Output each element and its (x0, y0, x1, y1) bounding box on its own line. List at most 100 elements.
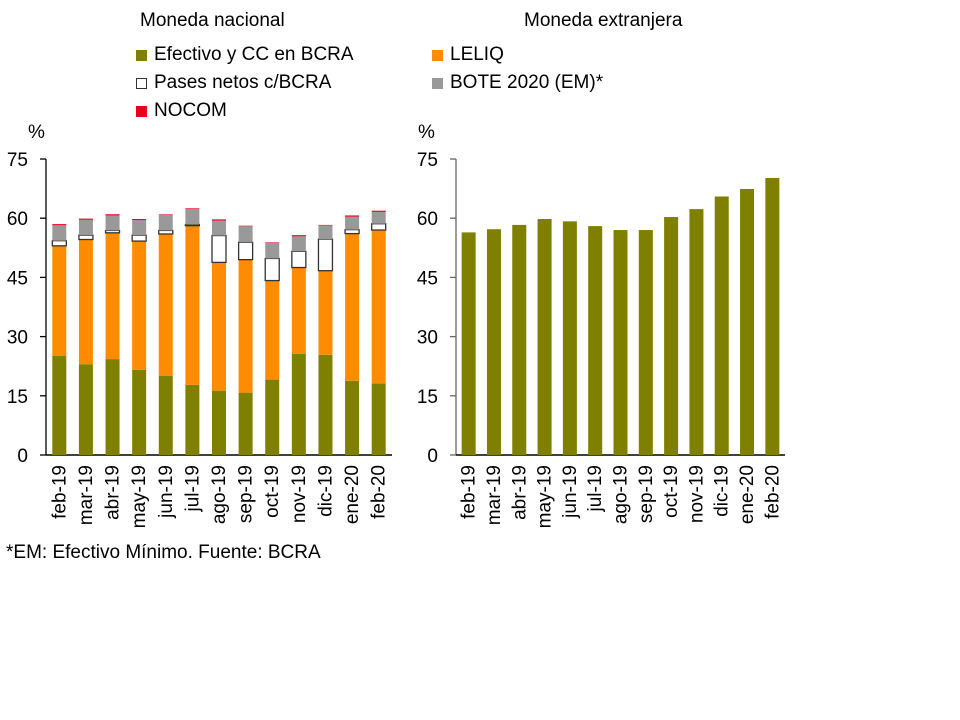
bar-nocom-mar-19 (78, 218, 93, 220)
bar-efectivo-ene-20 (345, 380, 360, 455)
legend-swatch-pases (136, 77, 147, 89)
bar-nocom-nov-19 (291, 235, 306, 237)
bar-bote-may-19 (132, 220, 147, 236)
x-tick-label: ago-19 (611, 465, 632, 524)
bar-nocom-feb-19 (52, 224, 67, 226)
bar-leliq-nov-19 (291, 267, 306, 354)
bar-leliq-feb-19 (52, 245, 67, 356)
bar-bote-jun-19 (158, 214, 173, 231)
bar-efectivo-abr-19 (105, 359, 120, 455)
bar-leliq-jul-19 (185, 225, 200, 385)
bar-leliq-oct-19 (265, 280, 280, 380)
y-tick-label: 45 (417, 268, 438, 289)
legend-item-pases: Pases netos c/BCRA (136, 72, 331, 94)
x-tick-label: oct-19 (661, 465, 682, 518)
x-tick-label: feb-20 (369, 465, 390, 519)
bar-efectivo-may-19 (537, 218, 552, 455)
chart-moneda-extranjera: 0 15 30 45 60 75 feb-19 mar-19 abr-19 may-19 jun-1… (417, 150, 785, 528)
bar-efectivo-jul-19 (185, 384, 200, 455)
x-tick-label: ene-20 (342, 465, 363, 524)
bar-efectivo-oct-19 (265, 379, 280, 455)
y-tick-label: 0 (427, 446, 438, 467)
legend-swatch-leliq (432, 49, 443, 61)
bar-leliq-sep-19 (238, 259, 253, 393)
bar-pases-mar-19 (78, 234, 94, 241)
bar-bote-ene-20 (345, 216, 360, 230)
y-tick-label: 75 (7, 150, 28, 171)
legend-item-nocom: NOCOM (136, 100, 227, 122)
y-tick-label: 60 (417, 209, 438, 230)
x-tick-label: nov-19 (686, 465, 707, 523)
legend-label-nocom: NOCOM (154, 100, 227, 121)
bar-nocom-abr-19 (105, 214, 120, 216)
bar-pases-ago-19 (211, 234, 227, 264)
bar-bote-feb-20 (371, 211, 386, 224)
legend-label-bote: BOTE 2020 (EM)* (450, 72, 604, 93)
bar-bote-feb-19 (52, 225, 67, 241)
legend-item-efectivo: Efectivo y CC en BCRA (136, 44, 354, 66)
x-tick-label: ene-20 (737, 465, 758, 524)
bar-pases-sep-19 (237, 241, 254, 261)
bar-efectivo-ago-19 (212, 390, 226, 455)
x-tick-label: ago-19 (209, 465, 230, 524)
bar-pases-jun-19 (158, 229, 174, 235)
bar-efectivo-jun-19 (562, 221, 577, 455)
bar-efectivo-ene-20 (740, 188, 755, 455)
bar-efectivo-feb-20 (371, 383, 386, 455)
bar-nocom-may-19 (132, 218, 147, 221)
bar-efectivo-feb-19 (52, 355, 67, 455)
bar-pases-abr-19 (104, 229, 121, 234)
x-tick-label: dic-19 (315, 465, 336, 517)
bar-efectivo-nov-19 (291, 353, 306, 455)
y-tick-label: 45 (7, 268, 28, 289)
bar-nocom-oct-19 (265, 242, 280, 243)
bar-pases-dic-19 (317, 238, 334, 272)
bar-efectivo-jun-19 (158, 375, 173, 455)
bar-efectivo-sep-19 (638, 230, 653, 455)
bar-pases-ene-20 (344, 228, 360, 235)
chart-moneda-nacional: 0 15 30 45 60 75 feb-19 mar-19 abr-19 may-19 jun-1… (7, 150, 392, 528)
bar-pases-feb-20 (371, 223, 387, 231)
bar-efectivo-may-19 (132, 369, 147, 455)
legend-swatch-efectivo (136, 49, 147, 61)
bar-leliq-may-19 (132, 241, 147, 370)
bar-bote-jul-19 (185, 209, 200, 225)
bar-leliq-ene-20 (345, 233, 360, 381)
bar-bote-ago-19 (212, 220, 226, 236)
bar-nocom-ago-19 (212, 219, 226, 221)
y-tick-label: 75 (417, 150, 438, 171)
bar-bote-dic-19 (318, 225, 333, 240)
bar-nocom-ene-20 (345, 215, 360, 217)
y-tick-label: 15 (417, 387, 438, 408)
x-tick-label: jun-19 (560, 465, 581, 519)
bar-pases-oct-19 (264, 257, 280, 282)
x-tick-label: abr-19 (103, 465, 124, 520)
y-tick-label: 15 (7, 387, 28, 408)
bar-efectivo-dic-19 (318, 354, 333, 455)
y-unit-label-right: % (418, 122, 435, 143)
bar-pases-may-19 (131, 234, 147, 242)
bar-leliq-feb-20 (371, 230, 386, 384)
legend-swatch-bote (432, 77, 443, 89)
bar-leliq-jun-19 (158, 233, 173, 376)
x-tick-label: oct-19 (262, 465, 283, 518)
x-tick-label: feb-20 (762, 465, 783, 519)
bar-efectivo-dic-19 (714, 196, 729, 455)
legend-item-leliq: LELIQ (432, 44, 504, 66)
bar-leliq-ago-19 (212, 262, 226, 391)
bar-leliq-abr-19 (105, 232, 120, 360)
bar-nocom-feb-20 (371, 210, 386, 212)
x-tick-label: jun-19 (156, 465, 177, 519)
bar-pases-feb-19 (51, 240, 67, 247)
x-tick-label: nov-19 (289, 465, 310, 523)
legend-item-bote: BOTE 2020 (EM)* (432, 72, 603, 94)
bar-efectivo-sep-19 (238, 392, 253, 455)
bar-efectivo-jul-19 (588, 226, 603, 455)
bar-pases-nov-19 (291, 250, 307, 269)
x-tick-label: jul-19 (585, 465, 606, 512)
footnote: *EM: Efectivo Mínimo. Fuente: BCRA (6, 542, 321, 563)
x-tick-label: mar-19 (484, 465, 505, 525)
y-tick-label: 60 (7, 209, 28, 230)
chart-title-moneda-nacional: Moneda nacional (140, 10, 285, 31)
